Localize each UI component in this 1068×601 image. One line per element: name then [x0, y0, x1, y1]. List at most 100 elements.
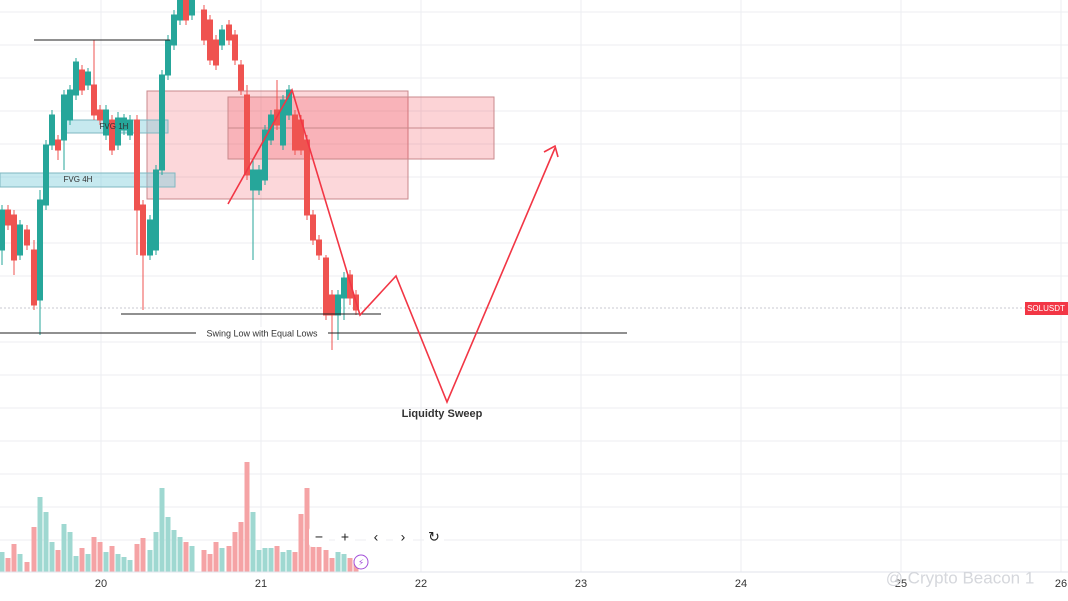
candle-body: [329, 294, 335, 316]
volume-bar: [189, 546, 195, 572]
volume-bar: [121, 557, 127, 572]
volume-bar: [268, 548, 274, 572]
volume-bar: [55, 550, 61, 572]
volume-bar: [292, 552, 298, 572]
volume-bar: [61, 524, 67, 572]
volume-bar: [153, 532, 159, 572]
candle-body: [43, 144, 49, 206]
x-axis-label: 26: [1055, 578, 1067, 590]
volume-bar: [91, 537, 97, 572]
volume-bar: [347, 558, 353, 572]
candle-body: [55, 139, 61, 151]
candle-body: [67, 89, 73, 121]
candle-body: [310, 214, 316, 241]
fvg-label: FVG 1H: [100, 122, 129, 131]
watermark: @ Crypto Beacon 1: [886, 568, 1035, 587]
candle-body: [213, 39, 219, 66]
candle-body: [103, 109, 109, 136]
x-axis: 20 21 22 23 24 25 26: [95, 578, 1067, 590]
volume-bar: [109, 546, 115, 572]
candle-body: [232, 34, 238, 61]
volume-bar: [262, 548, 268, 572]
volume-bar: [31, 527, 37, 572]
toolbar-icon[interactable]: ›: [401, 529, 406, 545]
toolbar-icon[interactable]: ↻: [428, 529, 440, 545]
volume-bar: [238, 522, 244, 572]
symbol-tag-bg: [1025, 302, 1068, 315]
volume-bar: [304, 488, 310, 572]
x-axis-label: 24: [735, 578, 747, 590]
candle-body: [73, 61, 79, 96]
toolbar-icon[interactable]: −: [315, 529, 323, 545]
candle-body: [286, 89, 292, 116]
x-axis-label: 23: [575, 578, 587, 590]
volume-bar: [232, 532, 238, 572]
toolbar: − + ‹ › ↻ ⚡: [309, 527, 444, 570]
lightning-icon[interactable]: ⚡: [358, 557, 364, 567]
candle-body: [0, 209, 5, 251]
lightning-button[interactable]: [353, 554, 369, 570]
volume-bar: [24, 562, 30, 572]
candle-body: [207, 19, 213, 61]
volume-bar: [201, 550, 207, 572]
candle-body: [97, 109, 103, 121]
x-axis-label: 25: [895, 578, 907, 590]
candle-body: [49, 114, 55, 146]
x-axis-label: 22: [415, 578, 427, 590]
toolbar-icon[interactable]: ‹: [374, 529, 379, 545]
candle-body: [335, 294, 341, 316]
volume-bar: [85, 554, 91, 572]
toolbar-button[interactable]: [366, 527, 386, 547]
candle-body: [127, 119, 133, 136]
candle-body: [256, 169, 262, 191]
candle-body: [219, 29, 225, 46]
candle-body: [238, 64, 244, 91]
volume-bar: [226, 546, 232, 572]
volume-bar: [329, 558, 335, 572]
volume-bar: [97, 542, 103, 572]
volume-bar: [341, 554, 347, 572]
candle-body: [5, 209, 11, 226]
candle-body: [61, 94, 67, 141]
toolbar-button[interactable]: [335, 527, 355, 547]
volume-bar: [73, 556, 79, 572]
candle-body: [121, 117, 127, 131]
volume-bar: [280, 552, 286, 572]
candle-body: [177, 0, 183, 21]
candle-body: [165, 39, 171, 76]
projection-path: [227, 87, 556, 405]
volume-bar: [207, 554, 213, 572]
candle-body: [11, 214, 17, 261]
volume-bar: [159, 488, 165, 572]
toolbar-button[interactable]: [393, 527, 413, 547]
candle-body: [24, 229, 30, 246]
x-axis-label: 20: [95, 578, 107, 590]
volume-bar: [67, 532, 73, 572]
toolbar-icon[interactable]: +: [341, 529, 349, 545]
volume-bar: [5, 558, 11, 572]
candle-body: [85, 71, 91, 86]
volume-bar: [0, 552, 5, 572]
candle-body: [140, 204, 146, 256]
label-bg: [196, 327, 328, 339]
volume-bar: [250, 512, 256, 572]
candle-body: [244, 94, 250, 176]
volume-bar: [127, 560, 133, 572]
volume-bar: [335, 552, 341, 572]
volume: [0, 462, 359, 572]
x-axis-label: 21: [255, 578, 267, 590]
candle-body: [31, 249, 37, 306]
candle-body: [341, 277, 347, 299]
toolbar-button[interactable]: [309, 527, 329, 547]
toolbar-button[interactable]: [424, 527, 444, 547]
candle-body: [91, 84, 97, 116]
volume-bar: [134, 544, 140, 572]
volume-bar: [286, 550, 292, 572]
volume-bar: [274, 546, 280, 572]
candle-body: [226, 24, 232, 41]
swing-low-label: Swing Low with Equal Lows: [206, 328, 318, 338]
candle-body: [17, 224, 23, 256]
candle-body: [37, 199, 43, 301]
volume-bar: [316, 542, 322, 572]
